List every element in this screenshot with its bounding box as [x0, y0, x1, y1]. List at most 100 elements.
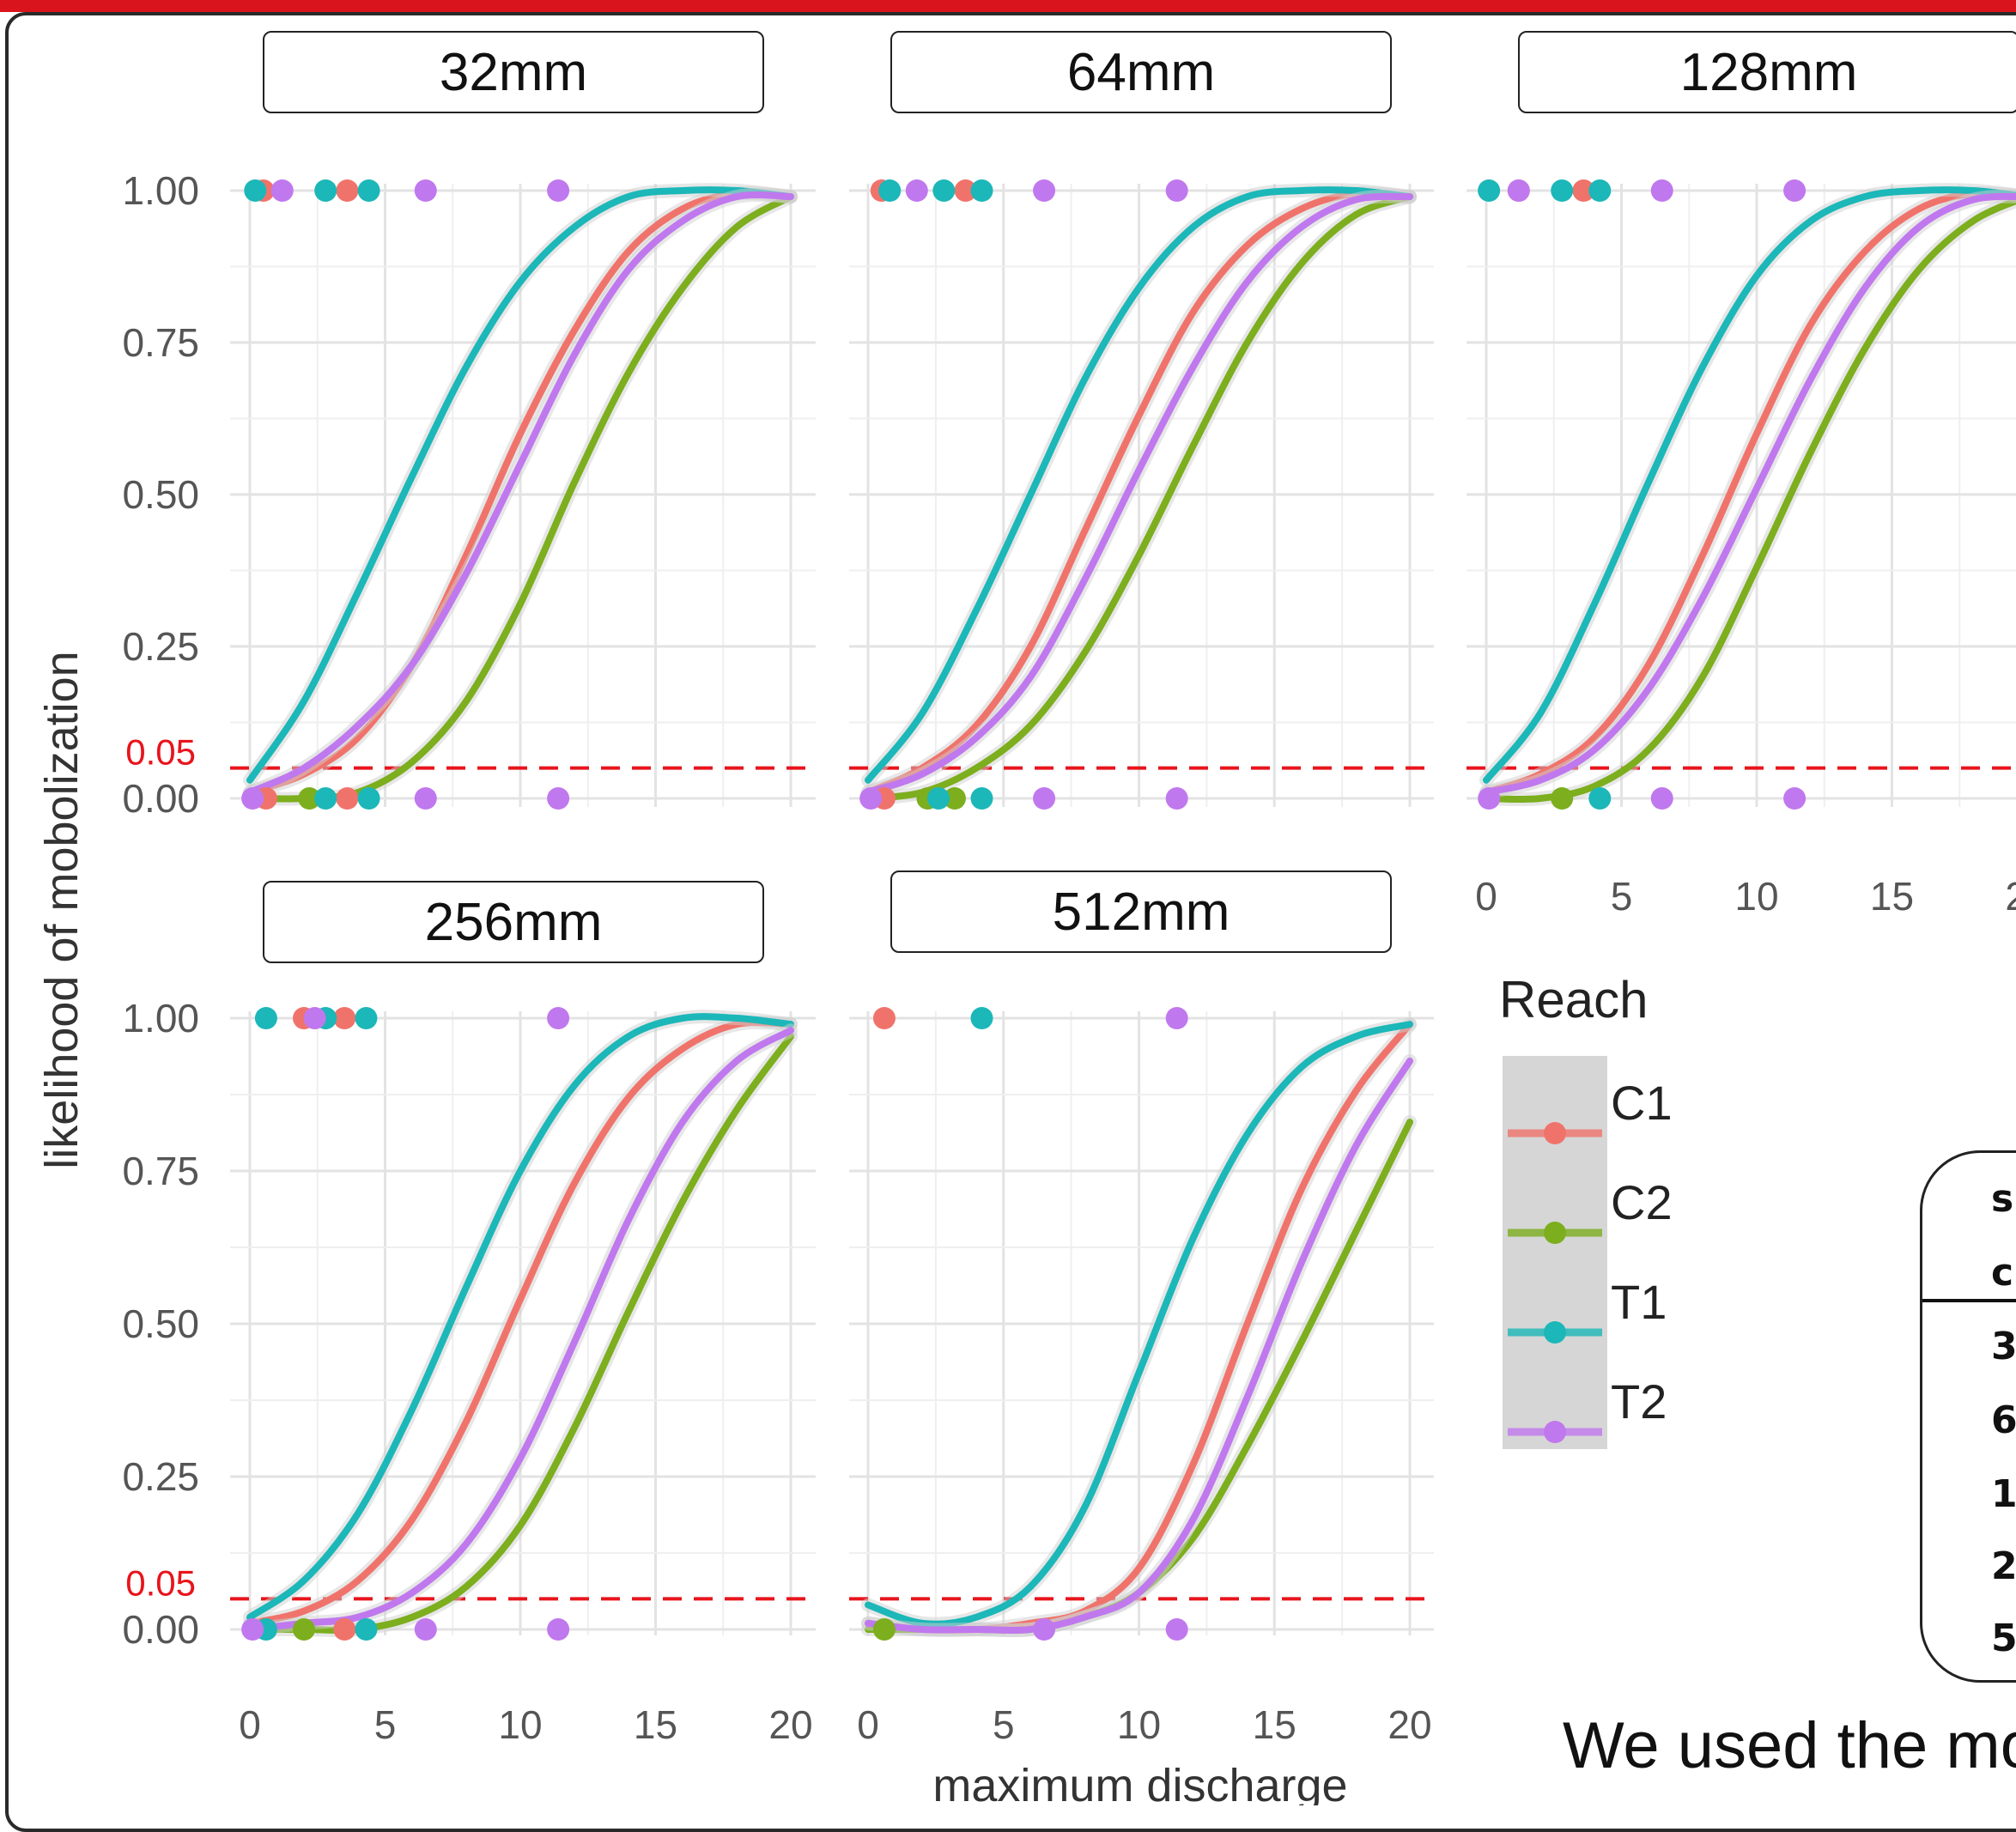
legend-label-T2: T2 — [1611, 1374, 1667, 1429]
facet-panel — [849, 179, 1434, 810]
y-tick-label: 0.00 — [122, 776, 199, 821]
data-point-T2 — [547, 1007, 569, 1029]
data-point-T1 — [358, 179, 380, 202]
x-tick-label: 10 — [1734, 874, 1778, 919]
data-point-T1 — [1588, 787, 1611, 810]
data-point-T1 — [1551, 179, 1573, 202]
legend-key-C1 — [1503, 1103, 1607, 1163]
y-axis-title: likelihood of mobolization — [36, 651, 88, 1168]
x-tick-label: 20 — [1388, 1702, 1431, 1747]
data-point-T2 — [859, 787, 882, 810]
data-point-T1 — [1478, 179, 1500, 202]
data-point-C1 — [336, 179, 358, 202]
data-point-T1 — [971, 787, 993, 810]
facets-layer: 0.000.250.500.751.000.05051015200.000.25… — [122, 168, 2016, 1747]
data-point-T2 — [1166, 1007, 1188, 1029]
size-class-table: si cla 3 6 1 2 5 — [1920, 1150, 2016, 1683]
data-point-T2 — [241, 1618, 264, 1641]
data-point-T2 — [1783, 787, 1806, 810]
data-point-T2 — [1166, 179, 1188, 202]
data-point-C2 — [873, 1618, 896, 1641]
y-tick-label: 0.50 — [122, 1301, 199, 1346]
data-point-T1 — [971, 179, 993, 202]
data-point-C1 — [333, 1618, 355, 1641]
data-point-T2 — [415, 1618, 437, 1641]
x-tick-label: 5 — [374, 1702, 397, 1747]
data-point-T1 — [355, 1007, 377, 1029]
y-tick-label: 0.25 — [122, 624, 199, 669]
table-header-rule — [1922, 1299, 2016, 1302]
data-point-T1 — [1588, 179, 1611, 202]
data-point-T1 — [358, 787, 380, 810]
legend-label-C1: C1 — [1611, 1075, 1673, 1131]
data-point-C1 — [873, 1007, 896, 1029]
data-point-T2 — [1651, 787, 1673, 810]
legend-keys — [1503, 1056, 1607, 1449]
x-tick-label: 10 — [1117, 1702, 1161, 1747]
y-tick-label: 1.00 — [122, 168, 199, 213]
legend-label-T1: T1 — [1611, 1274, 1667, 1330]
data-point-T2 — [1651, 179, 1673, 202]
x-tick-label: 10 — [498, 1702, 542, 1747]
data-point-T2 — [1033, 787, 1055, 810]
data-point-T1 — [314, 179, 337, 202]
data-point-T2 — [547, 1618, 569, 1641]
table-header-line2: cla — [1991, 1251, 2016, 1295]
data-point-T2 — [1478, 787, 1500, 810]
table-row: 2 — [1991, 1544, 2016, 1588]
caption-text: We used the mod — [1563, 1708, 2016, 1783]
x-tick-label: 15 — [1253, 1702, 1296, 1747]
table-row: 3 — [1991, 1325, 2016, 1368]
table-row: 1 — [1991, 1472, 2016, 1516]
x-tick-label: 5 — [993, 1702, 1015, 1747]
x-tick-label: 20 — [2005, 874, 2016, 919]
data-point-T2 — [415, 787, 437, 810]
facet-panel: 0 5 10 15 20 — [849, 1007, 1434, 1747]
y-tick-label: 0.00 — [122, 1607, 199, 1652]
y-tick-label: 0.75 — [122, 1149, 199, 1193]
data-point-T1 — [255, 1007, 277, 1029]
x-tick-label: 0 — [857, 1702, 879, 1747]
x-tick-label: 20 — [768, 1702, 812, 1747]
data-point-T2 — [1033, 179, 1055, 202]
data-point-T2 — [1783, 179, 1806, 202]
data-point-T2 — [304, 1007, 326, 1029]
grid — [1466, 184, 2016, 807]
data-point-T2 — [1166, 787, 1188, 810]
data-point-C2 — [1551, 787, 1573, 810]
legend-key-T1 — [1503, 1302, 1607, 1362]
data-point-T1 — [932, 179, 955, 202]
data-point-T2 — [1166, 1618, 1188, 1641]
data-point-T1 — [927, 787, 950, 810]
data-point-T1 — [878, 179, 901, 202]
x-tick-label: 0 — [1475, 874, 1497, 919]
legend-label-C2: C2 — [1611, 1174, 1673, 1230]
data-point-T2 — [547, 787, 569, 810]
data-point-T2 — [271, 179, 294, 202]
grid — [230, 1011, 816, 1635]
x-axis-title: maximum discharge — [932, 1760, 1347, 1805]
legend-key-C2 — [1503, 1203, 1607, 1263]
data-point-T2 — [547, 179, 569, 202]
data-point-C2 — [293, 1618, 315, 1641]
data-point-T1 — [355, 1618, 377, 1641]
data-point-T1 — [244, 179, 266, 202]
y-tick-label: 0.50 — [122, 472, 199, 517]
x-tick-label: 15 — [634, 1702, 677, 1747]
facet-panel: 0.000.250.500.751.000.050 5 10 15 20 — [122, 996, 816, 1747]
data-point-T2 — [1033, 1618, 1055, 1641]
data-point-C1 — [336, 787, 358, 810]
x-tick-label: 0 — [239, 1702, 261, 1747]
y-tick-label: 1.00 — [122, 996, 199, 1040]
reference-line-label: 0.05 — [125, 732, 196, 773]
legend-key-T2 — [1503, 1402, 1607, 1462]
legend-title: Reach — [1499, 970, 1648, 1029]
facet-panel: 0.00 0.25 0.50 0.75 1.00 0.05 — [122, 168, 816, 821]
table-row: 6 — [1991, 1398, 2016, 1442]
facet-panel: 0 5 10 15 20 — [1466, 179, 2016, 919]
table-header-line1: si — [1991, 1177, 2016, 1221]
reference-line-label: 0.05 — [125, 1562, 196, 1603]
data-point-T1 — [971, 1007, 993, 1029]
data-point-T2 — [241, 787, 264, 810]
data-point-T2 — [1508, 179, 1530, 202]
